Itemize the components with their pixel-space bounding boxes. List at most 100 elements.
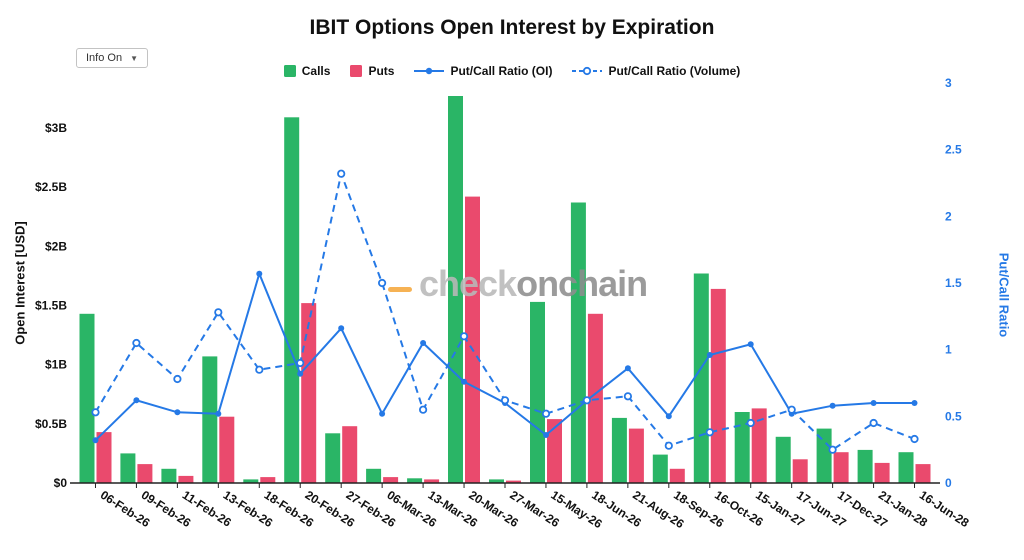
put-call-ratio-volume-point [705,428,714,437]
calls-bar [816,428,832,483]
put-call-ratio-volume-point [296,358,305,368]
calls-bar [611,417,627,483]
put-call-ratio-oi-point [747,341,754,348]
put-call-ratio-volume-point [787,405,796,414]
put-call-ratio-oi-point [420,340,427,346]
calls-bar [79,313,95,483]
calls-bar [652,454,668,483]
put-call-ratio-oi-swatch-icon [414,67,445,75]
put-call-ratio-volume-point [500,396,510,405]
put-call-ratio-volume-point [377,278,387,288]
y-left-tick-label: $0 [54,476,68,490]
puts-bar [96,432,112,483]
put-call-ratio-oi-point [379,410,386,417]
puts-bar [506,480,521,483]
calls-bar [120,453,136,483]
y-right-tick-label: 0 [945,476,952,490]
legend-item-puts[interactable]: Puts [350,64,394,78]
puts-bar [547,419,562,483]
put-call-ratio-volume-point [173,374,182,384]
calls-bar [366,468,382,483]
puts-bar [219,416,235,483]
puts-swatch-icon [350,65,363,77]
put-call-ratio-volume-point [664,441,673,450]
info-dropdown[interactable]: Info On ▼ [76,48,148,68]
calls-bar [489,479,504,483]
put-call-ratio-oi-point [461,378,467,385]
put-call-ratio-volume-point [459,332,469,341]
puts-bar [628,428,644,483]
put-call-ratio-oi-point [133,397,140,404]
y-left-tick-label: $1.5B [35,299,67,313]
calls-bar [202,356,218,483]
legend-item-put-call-ratio-oi[interactable]: Put/Call Ratio (OI) [414,64,552,78]
puts-bar [792,459,808,483]
put-call-ratio-volume-point [132,338,141,348]
calls-bar [407,478,423,483]
calls-bar [898,452,914,483]
put-call-ratio-oi-point [297,370,304,377]
legend-label: Puts [368,64,395,78]
put-call-ratio-oi-point [665,413,672,420]
put-call-ratio-volume-point [337,169,346,178]
put-call-ratio-volume-point [828,445,837,454]
legend-item-calls[interactable]: Calls [283,64,331,78]
calls-bar [775,436,791,483]
y-right-tick-label: 1 [945,343,952,357]
legend-item-put-call-ratio-volume[interactable]: Put/Call Ratio (Volume) [572,64,740,78]
put-call-ratio-oi-point [706,352,713,358]
legend-label: Calls [301,64,331,78]
calls-bar [448,96,463,483]
calls-bar [325,433,341,483]
puts-bar [751,408,767,483]
put-call-ratio-volume-point [869,418,878,428]
puts-bar [424,479,440,483]
legend: Calls Puts Put/Call Ratio (OI) Put/Call Rat… [0,64,1024,78]
y-right-tick-label: 2 [945,209,952,223]
puts-bar [669,468,685,483]
chevron-down-icon: ▼ [130,53,138,63]
put-call-ratio-volume-point [255,365,264,374]
chart-title: IBIT Options Open Interest by Expiration [309,16,715,39]
put-call-ratio-oi-point [543,432,549,438]
puts-bar [137,464,153,483]
puts-bar [301,303,317,483]
y-right-tick-label: 3 [945,76,952,90]
put-call-ratio-volume-point [910,434,919,444]
calls-bar [530,301,545,483]
calls-bar [734,412,750,483]
puts-bar [178,475,194,483]
y-left-tick-label: $1B [45,358,67,372]
put-call-ratio-oi-point [256,270,263,277]
put-call-ratio-oi-point [338,325,345,332]
y-right-tick-label: 1.5 [945,276,962,290]
calls-bar [857,449,873,483]
y-left-tick-label: $2B [45,239,67,253]
y-right-tick-label: 2.5 [945,143,962,157]
put-call-ratio-volume-line-series [91,169,919,454]
put-call-ratio-volume-point [214,308,223,317]
calls-bar [693,273,709,483]
calls-bar [284,117,300,484]
put-call-ratio-oi-point [92,437,99,444]
put-call-ratio-oi-point [215,410,222,417]
put-call-ratio-oi-point [174,409,181,416]
put-call-ratio-volume-point [623,392,633,401]
puts-bar [465,196,480,483]
y-left-tick-label: $3B [45,121,67,135]
puts-bar [833,452,849,483]
puts-bar [260,477,276,483]
put-call-ratio-volume-point [418,405,428,414]
put-call-ratio-oi-point [911,400,918,406]
info-dropdown-label: Info On [86,52,123,64]
put-call-ratio-oi-point [870,400,877,406]
put-call-ratio-oi-point [624,365,631,372]
put-call-ratio-volume-point [91,408,100,417]
puts-bar [915,464,931,483]
puts-bar-series [96,196,931,483]
put-call-ratio-volume-point [746,418,755,428]
calls-bar [570,202,586,483]
y-left-tick-label: $2.5B [35,180,67,194]
puts-bar [710,288,726,483]
